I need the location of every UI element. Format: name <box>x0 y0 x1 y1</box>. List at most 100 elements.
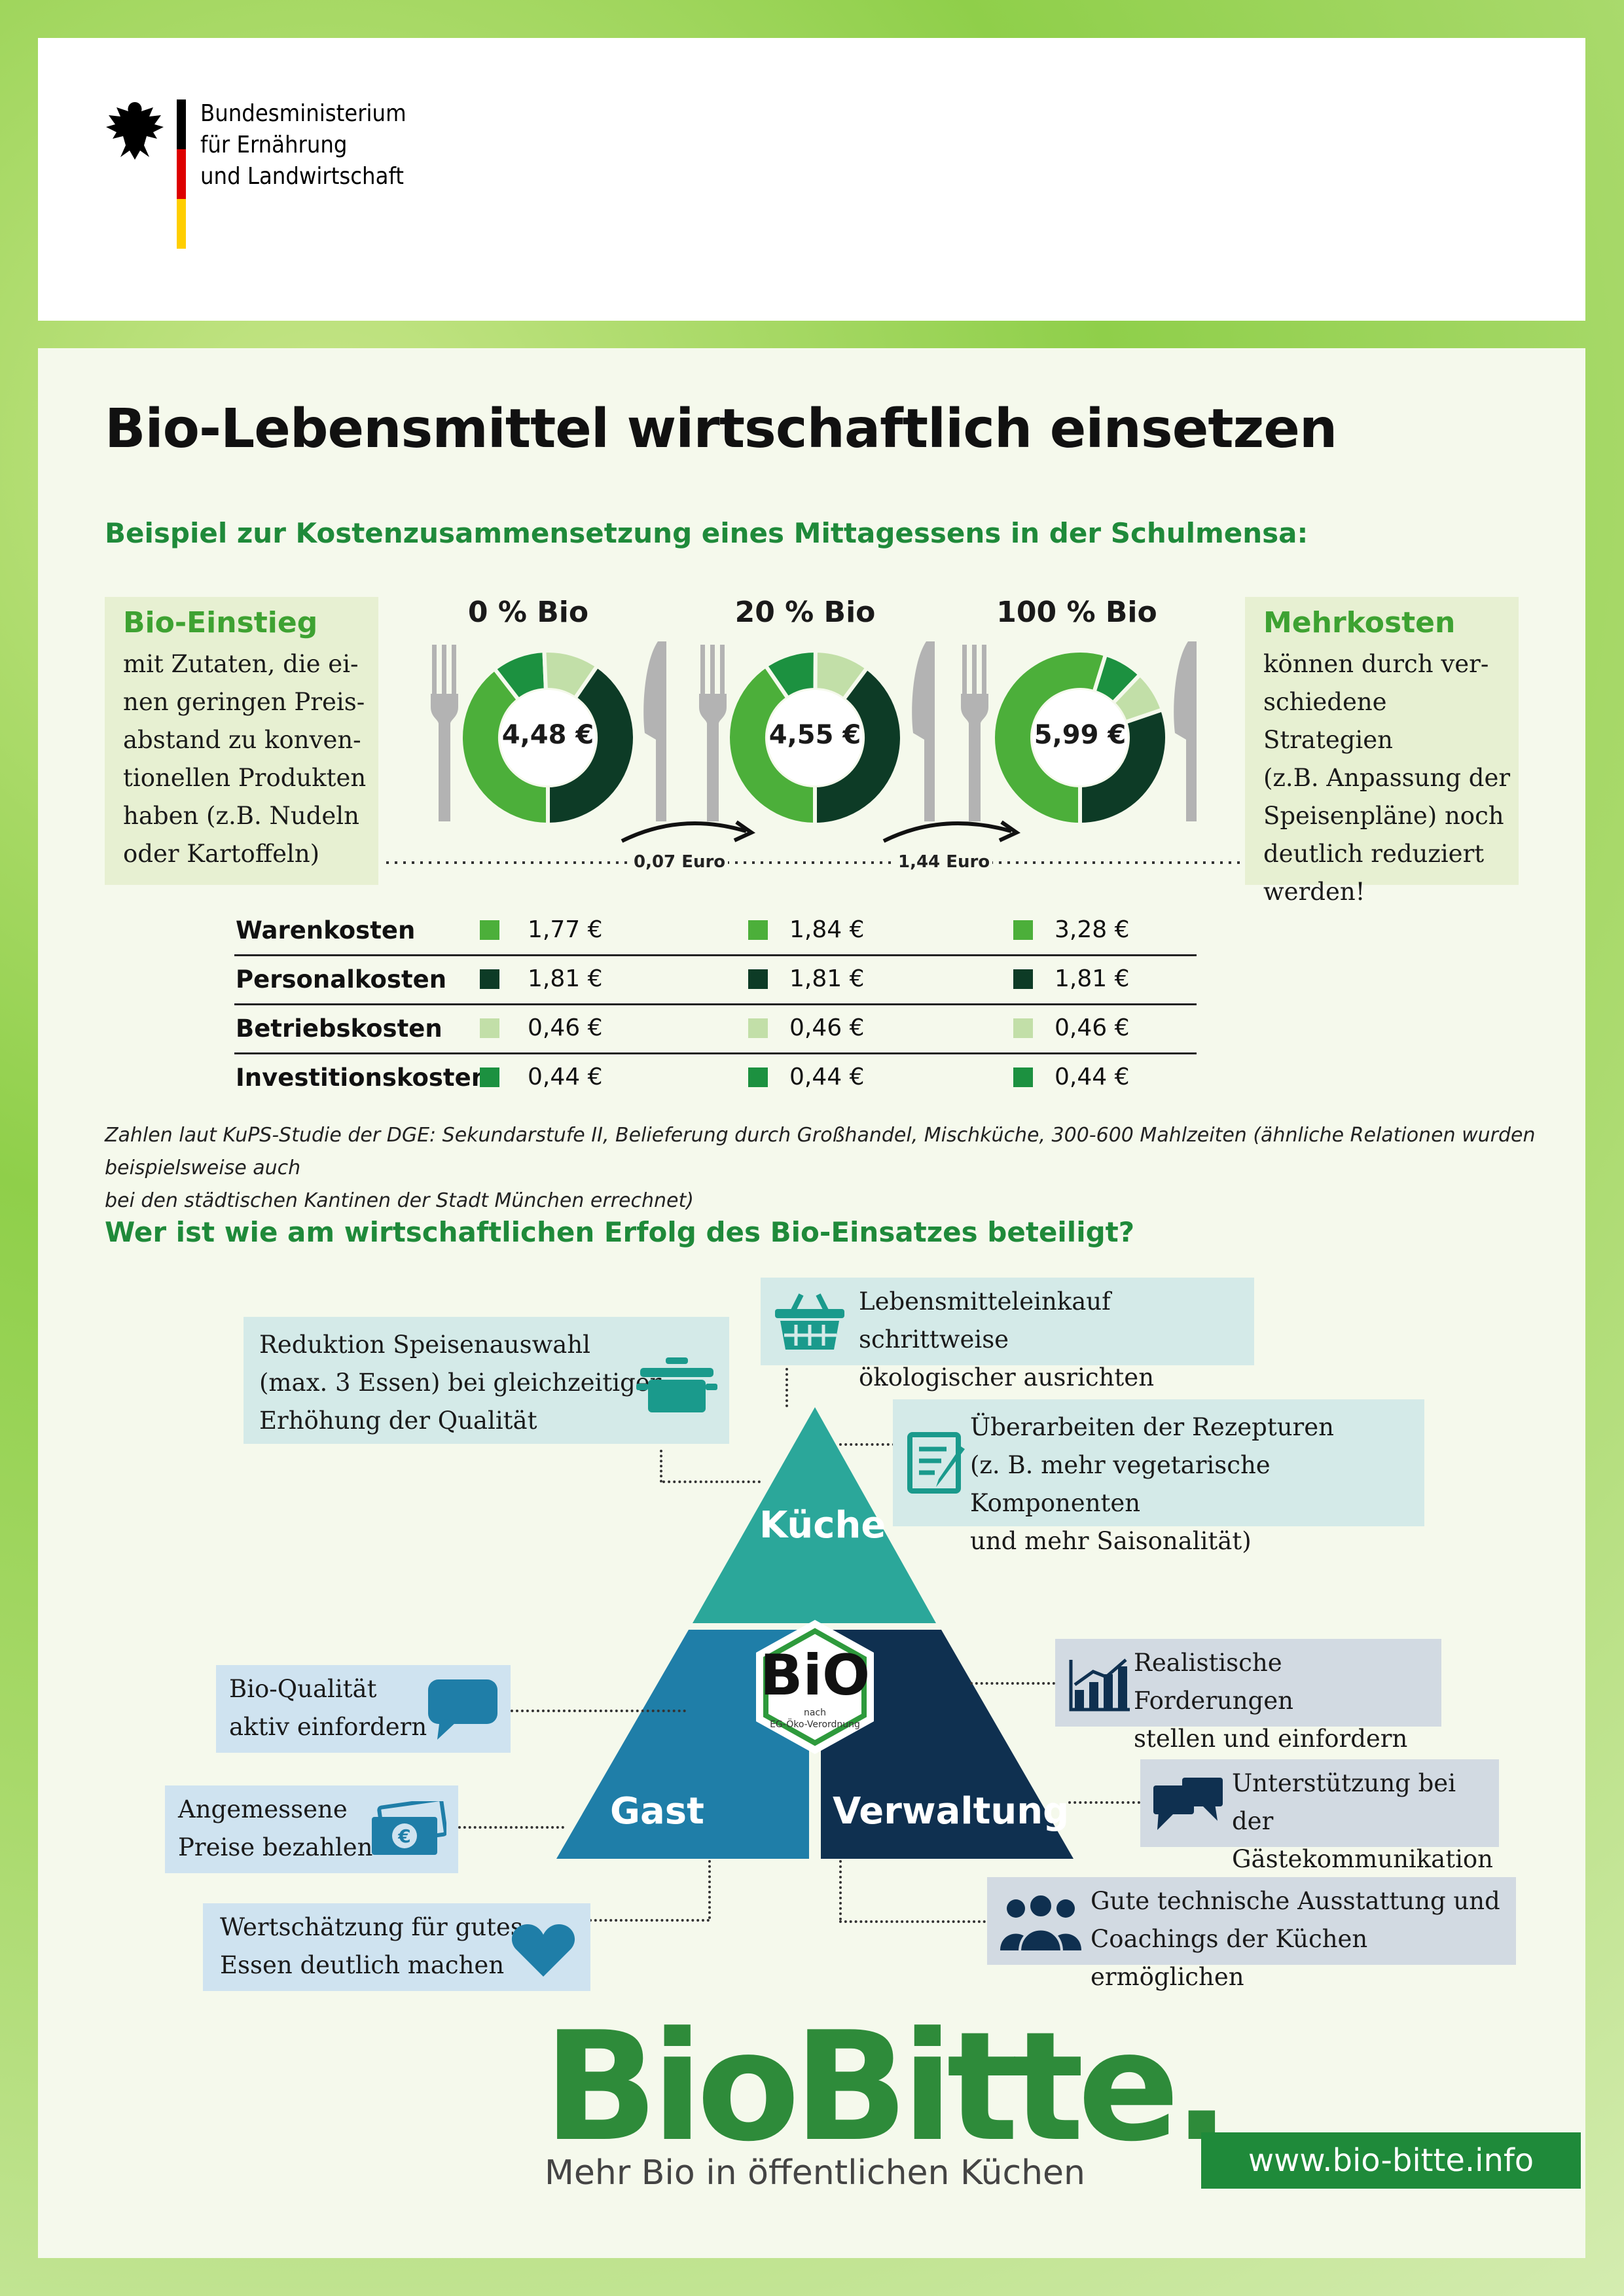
label-gast: Gast <box>610 1790 704 1833</box>
text-line: Unterstützung bei der <box>1232 1769 1456 1835</box>
text-line: Gute technische Ausstattung und <box>1091 1887 1500 1915</box>
row-label-personalkosten: Personalkosten <box>236 965 447 994</box>
text-line: abstand zu konven- <box>123 726 361 754</box>
website-link[interactable]: www.bio-bitte.info <box>1201 2132 1581 2189</box>
column-head-100: 100 % Bio <box>996 596 1157 629</box>
box-reduktion: Reduktion Speisenauswahl (max. 3 Essen) … <box>244 1317 729 1444</box>
cell-invest-100: 0,44 € <box>1055 1064 1130 1090</box>
header-panel <box>38 38 1585 321</box>
box-kommunikation: Unterstützung bei der Gästekommunikation <box>1140 1759 1499 1873</box>
seal-sub2: EG-Öko-Verordnung <box>770 1719 860 1730</box>
donut-hole <box>500 690 596 785</box>
people-icon <box>1000 1893 1081 1953</box>
text-line: stellen und einfordern <box>1134 1725 1408 1753</box>
text-line: (z.B. Anpassung der <box>1263 764 1511 792</box>
section1-heading: Beispiel zur Kostenzusammensetzung eines… <box>105 517 1308 549</box>
row-label-betriebskosten: Betriebskosten <box>236 1014 442 1043</box>
ministry-line1: Bundesministerium <box>200 100 406 127</box>
donut-charts <box>459 648 1169 827</box>
text-line: mit Zutaten, die ei- <box>123 650 359 678</box>
legend-square-warenkosten <box>1013 920 1033 940</box>
row-label-warenkosten: Warenkosten <box>236 916 416 944</box>
label-kueche: Küche <box>759 1504 886 1547</box>
box-kommunikation-text: Unterstützung bei der Gästekommunikation <box>1232 1765 1499 1878</box>
bar-chart-icon <box>1069 1659 1130 1712</box>
box-rezepturen: Überarbeiten der Rezepturen (z. B. mehr … <box>893 1399 1424 1555</box>
total-20: 4,55 € <box>768 720 861 750</box>
mehrkosten-title: Mehrkosten <box>1263 606 1456 639</box>
text-line: Speisenpläne) noch <box>1263 802 1504 830</box>
mehrkosten-box: Mehrkosten können durch ver- schiedene S… <box>1245 597 1519 906</box>
cell-waren-100: 3,28 € <box>1055 916 1130 943</box>
text-line: (max. 3 Essen) bei gleichzeitiger <box>259 1369 662 1397</box>
text-line: Gästekommunikation <box>1232 1845 1494 1873</box>
cell-personal-20: 1,81 € <box>789 965 865 992</box>
text-line: nen geringen Preis- <box>123 688 365 716</box>
stakeholder-pyramid <box>556 1407 1074 1859</box>
text-line: (z. B. mehr vegetarische Komponenten <box>970 1451 1271 1517</box>
seal-sub1: nach <box>803 1708 827 1718</box>
text-line: und mehr Saisonalität) <box>970 1527 1252 1555</box>
label-verwaltung: Verwaltung <box>833 1790 1070 1833</box>
text-line: können durch ver- <box>1263 650 1489 678</box>
legend-square-personalkosten <box>480 969 499 989</box>
difference-label-1: 0,07 Euro <box>631 852 729 872</box>
cell-betrieb-100: 0,46 € <box>1055 1014 1130 1041</box>
money-icon: € <box>372 1801 446 1855</box>
box-wertschaetzung: Wertschätzung für gutes Essen deutlich m… <box>203 1903 590 1991</box>
bio-seal-subtext: nach EG-Öko-Verordnung <box>753 1707 877 1731</box>
donut-hole <box>1032 690 1128 785</box>
connector <box>511 1710 686 1712</box>
box-ausstattung-text: Gute technische Ausstattung und Coaching… <box>1091 1882 1516 1996</box>
connector <box>708 1860 711 1919</box>
bio-einstieg-text: mit Zutaten, die ei- nen geringen Preis-… <box>123 645 366 873</box>
recipe-edit-icon <box>907 1432 965 1494</box>
page-title: Bio-Lebensmittel wirtschaftlich einsetze… <box>105 398 1337 460</box>
text-line: oder Kartoffeln) <box>123 840 320 868</box>
cell-personal-100: 1,81 € <box>1055 965 1130 992</box>
legend-square-betriebskosten <box>748 1018 768 1038</box>
difference-label-2: 1,44 Euro <box>895 852 993 872</box>
cost-table: Warenkosten Personalkosten Betriebskoste… <box>234 910 1197 1106</box>
cutlery-decoration <box>431 641 1197 821</box>
ministry-name: Bundesministerium für Ernährung und Land… <box>200 98 406 192</box>
text-line: tionellen Produkten <box>123 764 367 792</box>
connector <box>458 1826 564 1829</box>
row-divider <box>234 1003 1197 1005</box>
text-line: Lebensmitteleinkauf schrittweise <box>859 1287 1111 1354</box>
legend-square-warenkosten <box>480 920 499 940</box>
speech-bubble-icon <box>428 1679 497 1740</box>
legend-square-personalkosten <box>1013 969 1033 989</box>
box-einkauf: Lebensmitteleinkauf schrittweise ökologi… <box>761 1278 1254 1391</box>
heart-icon <box>511 1924 575 1977</box>
bio-einstieg-box: Bio-Einstieg mit Zutaten, die ei- nen ge… <box>105 597 378 885</box>
connector <box>1068 1801 1140 1804</box>
column-head-0: 0 % Bio <box>467 596 589 629</box>
text-line: Essen deutlich machen <box>220 1951 505 1979</box>
box-preise-text: Angemessene Preise bezahlen <box>178 1791 372 1867</box>
section2-heading: Wer ist wie am wirtschaftlichen Erfolg d… <box>105 1216 1135 1248</box>
box-bio-qualitaet-text: Bio-Qualität aktiv einfordern <box>229 1670 427 1746</box>
pyramid-gast <box>556 1630 809 1859</box>
text-line: Preise bezahlen <box>178 1833 373 1861</box>
footnote-line1: Zahlen laut KuPS-Studie der DGE: Sekunda… <box>105 1124 1536 1179</box>
cell-waren-0: 1,77 € <box>528 916 603 943</box>
cell-personal-0: 1,81 € <box>528 965 603 992</box>
legend-square-investitionskosten <box>480 1067 499 1087</box>
federal-eagle-icon <box>106 102 164 160</box>
cell-invest-0: 0,44 € <box>528 1064 603 1090</box>
donut-hole <box>767 690 863 785</box>
row-divider <box>234 954 1197 956</box>
legend-square-personalkosten <box>748 969 768 989</box>
legend-square-betriebskosten <box>1013 1018 1033 1038</box>
cell-betrieb-0: 0,46 € <box>528 1014 603 1041</box>
box-wertschaetzung-text: Wertschätzung für gutes Essen deutlich m… <box>220 1909 523 1984</box>
text-line: Coachings der Küchen ermöglichen <box>1091 1925 1368 1991</box>
box-preise: Angemessene Preise bezahlen € <box>165 1785 458 1873</box>
pyramid-kueche <box>693 1407 936 1623</box>
row-divider <box>234 1052 1197 1054</box>
cell-betrieb-20: 0,46 € <box>789 1014 865 1041</box>
text-line: Bio-Qualität <box>229 1675 377 1703</box>
cooking-pot-icon <box>636 1357 717 1412</box>
text-line: werden! <box>1263 878 1365 906</box>
